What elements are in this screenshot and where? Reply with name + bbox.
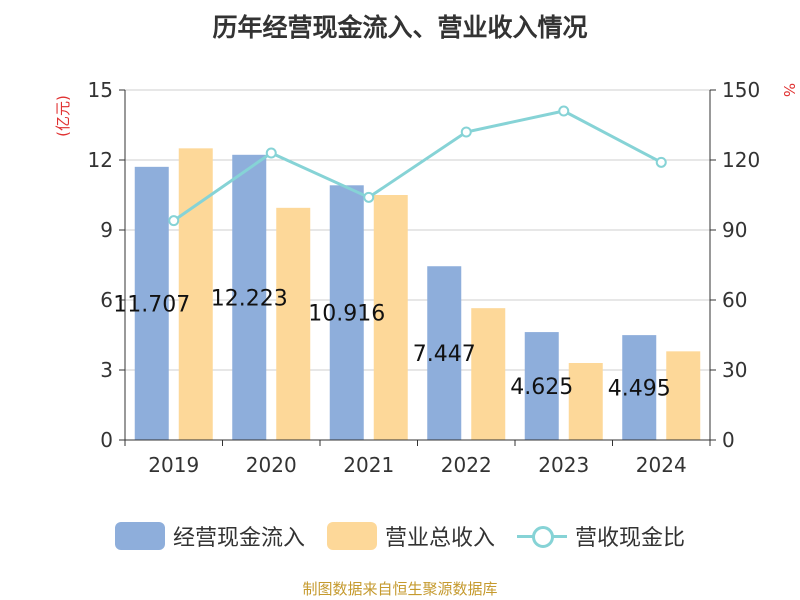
legend-item-ratio[interactable]: 营收现金比 xyxy=(517,520,685,552)
y-left-unit-label: (亿元) xyxy=(54,95,72,137)
data-label-cash-inflow: 10.916 xyxy=(308,302,385,327)
ratio-point xyxy=(265,147,277,159)
ratio-line xyxy=(168,105,667,227)
y-left-tick-label: 3 xyxy=(100,358,113,382)
bar-cash-inflow xyxy=(427,266,462,440)
bar-cash-inflow xyxy=(622,335,657,440)
legend-label-cash-inflow: 经营现金流入 xyxy=(172,526,305,551)
bar-revenue xyxy=(276,207,311,440)
y-right-tick-label: 60 xyxy=(722,288,747,312)
y-left-tick-label: 15 xyxy=(88,78,113,102)
bar-cash-inflow xyxy=(134,166,169,440)
chart-title: 历年经营现金流入、营业收入情况 xyxy=(212,13,588,42)
y-left-tick-label: 0 xyxy=(100,428,113,452)
x-tick-label: 2020 xyxy=(246,453,297,477)
bar-revenue xyxy=(568,363,603,440)
ratio-point xyxy=(655,156,667,168)
legend-label-ratio: 营收现金比 xyxy=(575,526,686,551)
y-right-tick-label: 150 xyxy=(722,78,760,102)
legend-item-revenue[interactable]: 营业总收入 xyxy=(326,520,495,552)
x-tick-label: 2021 xyxy=(343,453,394,477)
bars xyxy=(134,148,701,441)
bar-revenue xyxy=(373,195,408,440)
data-label-cash-inflow: 7.447 xyxy=(413,342,476,367)
y-right-tick-label: 0 xyxy=(722,428,735,452)
y-right-tick-label: 120 xyxy=(722,148,760,172)
y-right-tick-label: 90 xyxy=(722,218,747,242)
ratio-point xyxy=(168,215,180,227)
data-label-cash-inflow: 4.625 xyxy=(510,375,573,400)
legend-label-revenue: 营业总收入 xyxy=(384,526,495,551)
y-right-tick-label: 30 xyxy=(722,358,747,382)
ratio-line-path xyxy=(172,109,662,222)
bar-cash-inflow xyxy=(524,332,559,440)
legend-swatch-revenue xyxy=(326,522,377,550)
bar-revenue xyxy=(471,308,506,440)
legend-swatch-ratio xyxy=(517,522,567,550)
data-labels: 11.707 12.223 10.916 7.447 4.625 4.495 xyxy=(113,286,670,401)
y-left-tick-label: 9 xyxy=(100,218,113,242)
data-label-cash-inflow: 12.223 xyxy=(211,286,288,311)
legend-swatch-cash-inflow xyxy=(114,522,165,550)
ratio-point xyxy=(558,105,570,117)
y-left-tick-label: 6 xyxy=(100,288,113,312)
legend: 经营现金流入 营业总收入 营收现金比 xyxy=(0,516,800,556)
x-tick-label: 2019 xyxy=(148,453,199,477)
ratio-point xyxy=(460,126,472,138)
bar-revenue xyxy=(666,351,701,440)
bar-cash-inflow xyxy=(329,185,364,440)
x-tick-label: 2022 xyxy=(441,453,492,477)
y-left-tick-label: 12 xyxy=(88,148,113,172)
x-tick-label: 2024 xyxy=(636,453,687,477)
data-source-note: 制图数据来自恒生聚源数据库 xyxy=(302,580,498,598)
data-label-cash-inflow: 11.707 xyxy=(113,292,190,317)
data-label-cash-inflow: 4.495 xyxy=(608,377,671,402)
legend-item-cash-inflow[interactable]: 经营现金流入 xyxy=(114,520,305,552)
y-right-unit-label: % xyxy=(780,83,798,97)
grid-lines xyxy=(125,89,710,371)
bar-cash-inflow xyxy=(232,154,267,440)
ratio-point xyxy=(363,191,375,203)
x-tick-label: 2023 xyxy=(538,453,589,477)
